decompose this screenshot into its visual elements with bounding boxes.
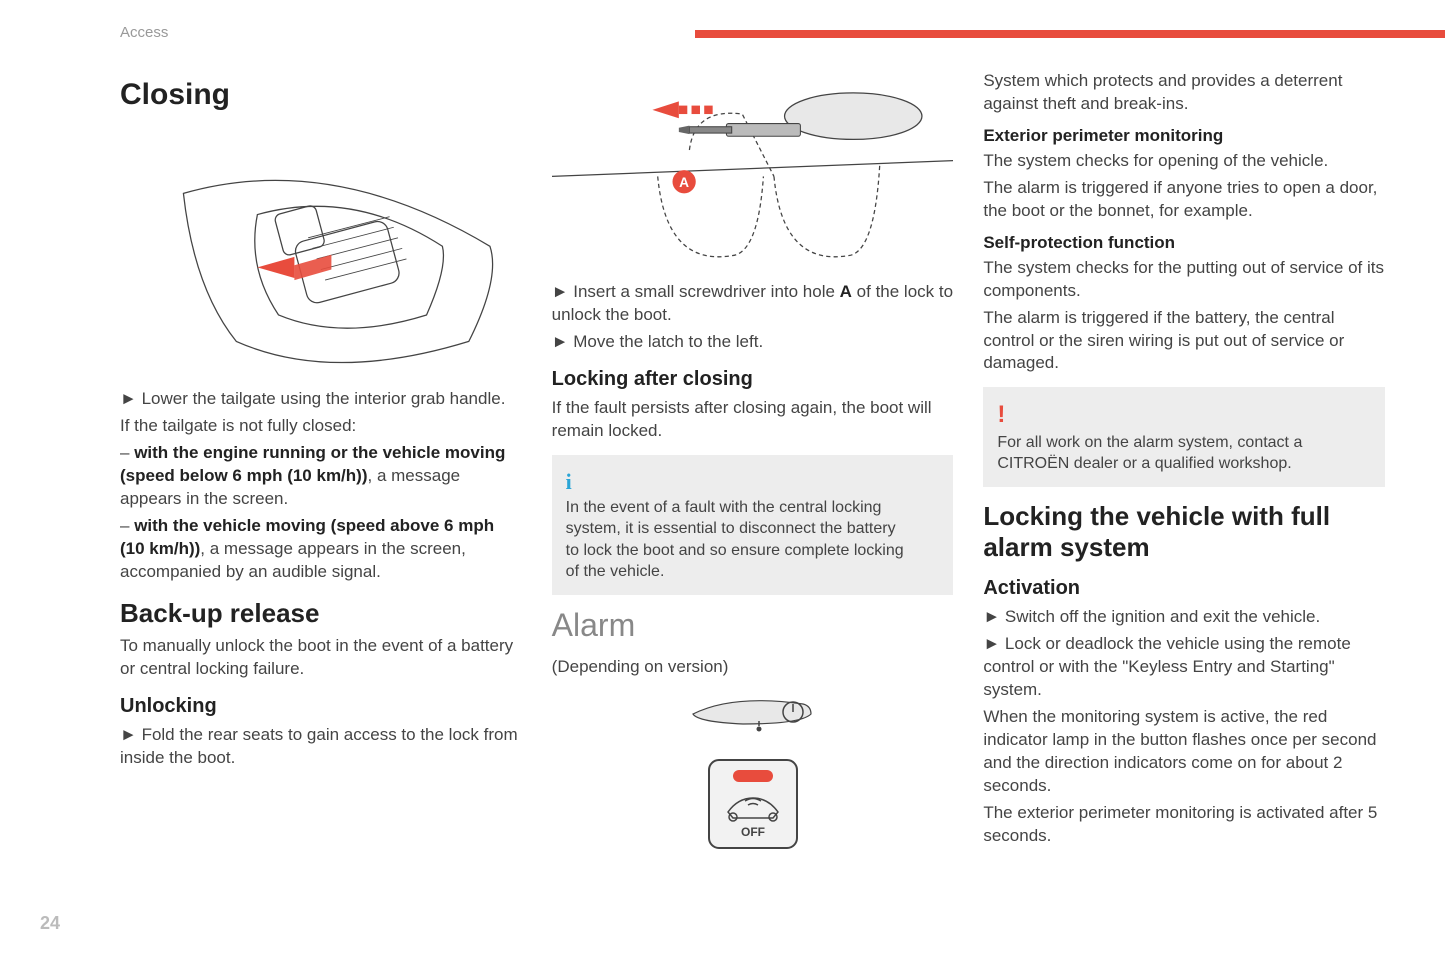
heading-closing: Closing bbox=[120, 78, 522, 112]
heading-unlocking: Unlocking bbox=[120, 695, 522, 718]
text-insert-screwdriver: Insert a small screwdriver into hole A o… bbox=[552, 281, 954, 327]
text-condition-2: with the vehicle moving (speed above 6 m… bbox=[120, 515, 522, 584]
text-fault-persists: If the fault persists after closing agai… bbox=[552, 397, 954, 443]
heading-activation: Activation bbox=[983, 577, 1385, 600]
warning-note: ! For all work on the alarm system, cont… bbox=[983, 387, 1385, 487]
figure-screwdriver: A bbox=[552, 76, 954, 266]
content-columns: Closing Lower the tailgate us bbox=[0, 0, 1445, 929]
text-ext-2: The alarm is triggered if anyone tries t… bbox=[983, 177, 1385, 223]
text-lower-tailgate: Lower the tailgate using the interior gr… bbox=[120, 388, 522, 411]
page-number: 24 bbox=[40, 913, 60, 934]
text-self-2: The alarm is triggered if the battery, t… bbox=[983, 307, 1385, 376]
text-self-1: The system checks for the putting out of… bbox=[983, 257, 1385, 303]
text-move-latch: Move the latch to the left. bbox=[552, 331, 954, 354]
text-activation-4: The exterior perimeter monitoring is act… bbox=[983, 802, 1385, 848]
text-condition-1: with the engine running or the vehicle m… bbox=[120, 442, 522, 511]
text-activation-1: Switch off the ignition and exit the veh… bbox=[983, 606, 1385, 629]
figure-tailgate bbox=[120, 130, 522, 373]
text-activation-2: Lock or deadlock the vehicle using the r… bbox=[983, 633, 1385, 702]
column-middle: A Insert a small screwdriver into hole A… bbox=[552, 70, 954, 869]
figure-alarm-button: OFF bbox=[552, 754, 954, 859]
heading-self-protection: Self-protection function bbox=[983, 233, 1385, 253]
svg-text:A: A bbox=[679, 175, 689, 190]
heading-alarm: Alarm bbox=[552, 607, 954, 644]
svg-text:OFF: OFF bbox=[741, 825, 765, 839]
text-not-fully-closed: If the tailgate is not fully closed: bbox=[120, 415, 522, 438]
info-note: i In the event of a fault with the centr… bbox=[552, 455, 954, 595]
heading-backup-release: Back-up release bbox=[120, 598, 522, 629]
text-fold-seats: Fold the rear seats to gain access to th… bbox=[120, 724, 522, 770]
text-backup-desc: To manually unlock the boot in the event… bbox=[120, 635, 522, 681]
info-note-text: In the event of a fault with the central… bbox=[566, 497, 910, 583]
figure-dashboard-icon bbox=[552, 689, 954, 744]
info-icon: i bbox=[566, 467, 592, 497]
heading-locking-after: Locking after closing bbox=[552, 368, 954, 391]
heading-exterior-perimeter: Exterior perimeter monitoring bbox=[983, 126, 1385, 146]
column-left: Closing Lower the tailgate us bbox=[120, 70, 522, 869]
text-activation-3: When the monitoring system is active, th… bbox=[983, 706, 1385, 798]
column-right: System which protects and provides a det… bbox=[983, 70, 1385, 869]
text-depending-version: (Depending on version) bbox=[552, 656, 954, 679]
text-system-desc: System which protects and provides a det… bbox=[983, 70, 1385, 116]
heading-locking-full-alarm: Locking the vehicle with full alarm syst… bbox=[983, 501, 1385, 563]
accent-bar bbox=[695, 30, 1445, 38]
text-ext-1: The system checks for opening of the veh… bbox=[983, 150, 1385, 173]
breadcrumb: Access bbox=[120, 24, 168, 41]
warning-note-text: For all work on the alarm system, contac… bbox=[997, 432, 1341, 475]
warning-icon: ! bbox=[997, 399, 1023, 431]
